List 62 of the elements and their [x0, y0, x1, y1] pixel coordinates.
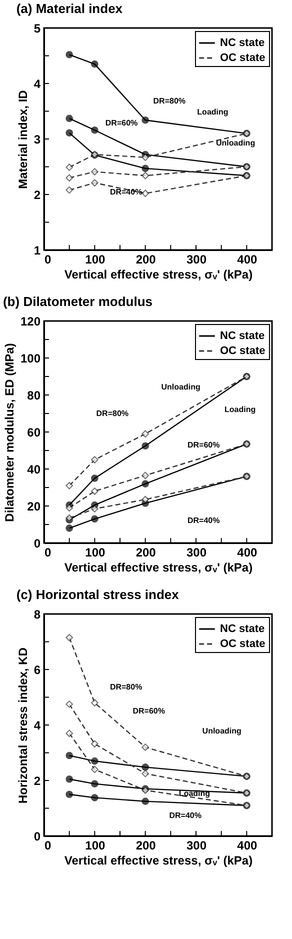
- legend-label: OC state: [220, 345, 266, 357]
- annotation: DR=60%: [132, 706, 166, 716]
- annotation: DR=80%: [110, 682, 142, 692]
- chart-title: (c) Horizontal stress index: [16, 587, 180, 602]
- y-axis-title: Material index, ID: [16, 90, 30, 189]
- y-tick-label: 3: [34, 132, 41, 146]
- chart-title: (a) Material index: [16, 1, 124, 16]
- y-tick-label: 100: [20, 352, 41, 366]
- x-tick-label: 0: [44, 252, 52, 266]
- y-axis-title: Horizontal stress index, KD: [16, 647, 30, 804]
- y-tick-label: 40: [27, 462, 41, 476]
- x-tick-label: 200: [136, 252, 156, 266]
- y-tick-label: 5: [34, 22, 41, 36]
- y-axis-title: Dilatometer modulus, ED (MPa): [2, 343, 16, 522]
- x-tick-label: 400: [237, 252, 258, 266]
- x-axis-title: Vertical effective stress, σᵥ' (kPa): [64, 560, 253, 574]
- annotation: DR=40%: [169, 811, 202, 820]
- x-tick-label: 200: [136, 838, 156, 852]
- y-tick-label: 6: [34, 663, 41, 677]
- annotation: DR=80%: [96, 409, 129, 418]
- x-axis-title: Vertical effective stress, σᵥ' (kPa): [64, 854, 253, 868]
- y-tick-label: 2: [34, 188, 41, 202]
- annotation: Loading: [178, 788, 210, 798]
- x-tick-label: 200: [136, 546, 156, 560]
- annotation: DR=80%: [153, 96, 186, 106]
- chart-title: (b) Dilatometer modulus: [2, 294, 152, 309]
- x-tick-label: 300: [186, 838, 207, 852]
- y-tick-label: 4: [34, 77, 41, 91]
- x-tick-label: 300: [186, 546, 207, 560]
- y-tick-label: 120: [20, 314, 41, 328]
- y-tick-label: 2: [34, 774, 41, 788]
- y-tick-label: 8: [34, 608, 41, 622]
- y-tick-label: 4: [34, 718, 41, 732]
- annotation: Unloading: [161, 382, 200, 392]
- y-tick-label: 60: [27, 426, 41, 440]
- legend-label: OC state: [220, 638, 266, 650]
- x-tick-label: 400: [237, 838, 258, 852]
- annotation: Loading: [197, 107, 228, 116]
- annotation: Loading: [224, 404, 256, 414]
- annotation: Unloading: [216, 138, 256, 148]
- annotation: DR=60%: [187, 440, 220, 450]
- legend-label: OC state: [220, 52, 266, 64]
- annotation: DR=40%: [187, 516, 220, 525]
- legend-label: NC state: [220, 623, 265, 635]
- x-tick-label: 100: [85, 546, 106, 560]
- y-tick-label: 1: [34, 244, 41, 258]
- y-tick-label: 0: [34, 830, 41, 844]
- annotation: DR=60%: [105, 118, 138, 128]
- x-tick-label: 400: [237, 546, 258, 560]
- x-axis-title: Vertical effective stress, σᵥ' (kPa): [64, 268, 253, 282]
- y-tick-label: 20: [27, 500, 41, 514]
- annotation: Unloading: [202, 726, 242, 736]
- x-tick-label: 300: [186, 252, 207, 266]
- legend-label: NC state: [220, 37, 265, 49]
- y-tick-label: 80: [27, 388, 41, 402]
- x-tick-label: 0: [44, 546, 52, 560]
- x-tick-label: 100: [85, 252, 106, 266]
- legend-label: NC state: [220, 330, 265, 342]
- x-tick-label: 0: [44, 838, 52, 852]
- y-tick-label: 0: [34, 536, 41, 550]
- annotation: DR=40%: [110, 187, 142, 196]
- x-tick-label: 100: [85, 838, 106, 852]
